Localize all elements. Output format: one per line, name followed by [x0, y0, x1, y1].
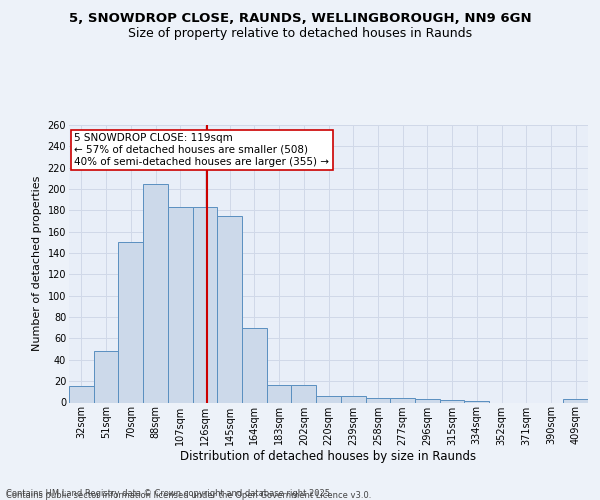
Bar [440, 400, 464, 402]
Bar [69, 386, 94, 402]
Bar [563, 400, 588, 402]
Bar [168, 207, 193, 402]
X-axis label: Distribution of detached houses by size in Raunds: Distribution of detached houses by size … [181, 450, 476, 464]
Text: Size of property relative to detached houses in Raunds: Size of property relative to detached ho… [128, 28, 472, 40]
Bar [118, 242, 143, 402]
Text: Contains public sector information licensed under the Open Government Licence v3: Contains public sector information licen… [6, 491, 371, 500]
Bar [193, 207, 217, 402]
Bar [316, 396, 341, 402]
Bar [267, 386, 292, 402]
Bar [390, 398, 415, 402]
Bar [365, 398, 390, 402]
Bar [341, 396, 365, 402]
Text: 5 SNOWDROP CLOSE: 119sqm
← 57% of detached houses are smaller (508)
40% of semi-: 5 SNOWDROP CLOSE: 119sqm ← 57% of detach… [74, 134, 329, 166]
Bar [292, 386, 316, 402]
Bar [415, 400, 440, 402]
Text: 5, SNOWDROP CLOSE, RAUNDS, WELLINGBOROUGH, NN9 6GN: 5, SNOWDROP CLOSE, RAUNDS, WELLINGBOROUG… [68, 12, 532, 26]
Bar [217, 216, 242, 402]
Text: Contains HM Land Registry data © Crown copyright and database right 2025.: Contains HM Land Registry data © Crown c… [6, 488, 332, 498]
Bar [143, 184, 168, 402]
Y-axis label: Number of detached properties: Number of detached properties [32, 176, 42, 352]
Bar [94, 352, 118, 403]
Bar [242, 328, 267, 402]
